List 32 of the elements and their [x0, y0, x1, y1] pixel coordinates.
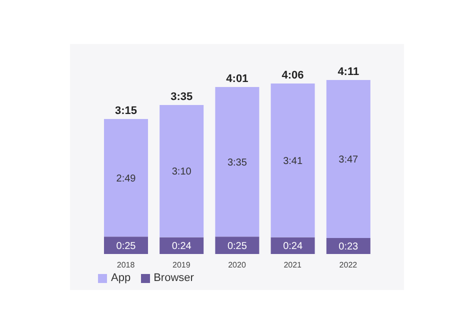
bar — [104, 118, 148, 237]
data-label: 0:23 — [338, 242, 359, 253]
data-label: 0:24 — [172, 241, 192, 252]
data-label: 2:49 — [116, 173, 136, 184]
data-label: 0:25 — [227, 240, 248, 252]
total-label: 4:11 — [338, 66, 360, 78]
legend-label: App — [111, 272, 131, 284]
x-tick-label: 2021 — [284, 260, 302, 270]
x-tick-label: 2019 — [172, 260, 191, 270]
legend-label: Browser — [154, 272, 194, 284]
x-tick-label: 2020 — [228, 260, 246, 270]
bar — [270, 83, 315, 238]
total-label: 4:01 — [226, 72, 248, 85]
data-label: 0:25 — [116, 240, 136, 252]
total-label: 4:06 — [282, 69, 304, 82]
data-label: 3:35 — [227, 157, 248, 168]
total-label: 3:35 — [170, 91, 193, 104]
data-label: 3:10 — [172, 166, 192, 178]
total-label: 3:15 — [114, 104, 138, 117]
bar — [215, 236, 260, 254]
x-tick-label: 2018 — [116, 260, 136, 270]
data-label: 3:47 — [338, 154, 359, 166]
data-label: 0:24 — [283, 241, 303, 252]
bar — [326, 80, 370, 238]
bar — [270, 237, 315, 254]
bar — [326, 238, 370, 254]
bar — [160, 105, 204, 238]
data-label: 3:41 — [283, 156, 303, 167]
bar — [160, 237, 204, 254]
x-tick-label: 2022 — [339, 260, 358, 270]
bar — [104, 236, 148, 254]
bar — [215, 86, 260, 237]
